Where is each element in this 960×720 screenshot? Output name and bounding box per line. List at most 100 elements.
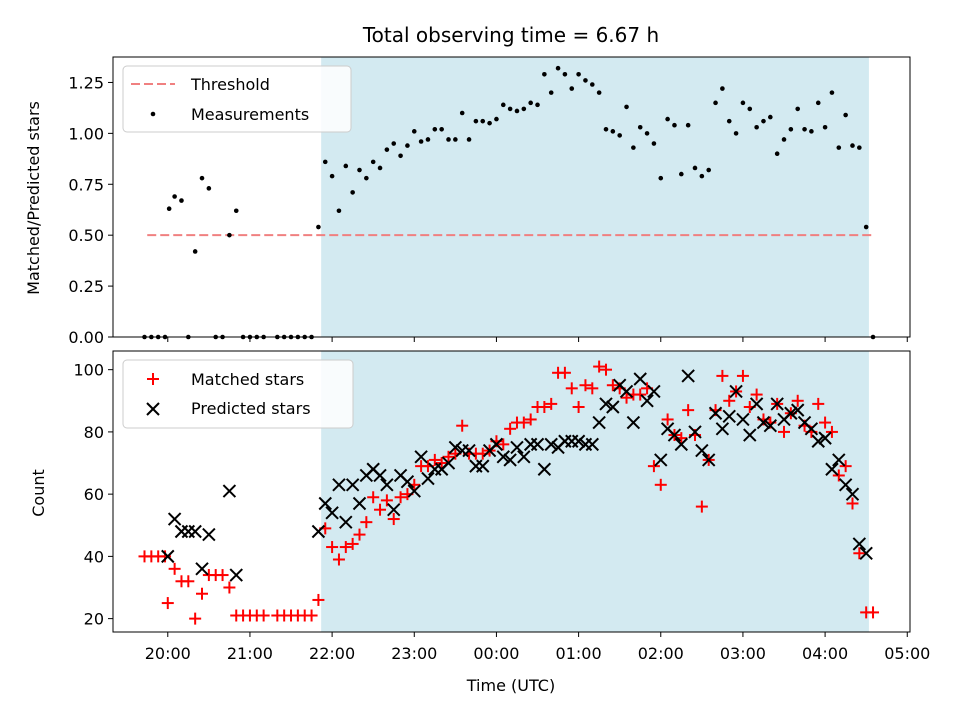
- measurement-point: [199, 175, 205, 181]
- predicted-star-mark-b: [510, 440, 524, 455]
- measurement-point: [206, 186, 212, 191]
- predicted-star-point: [537, 462, 552, 476]
- matched-star-point: [257, 609, 270, 622]
- predicted-star-mark-b: [797, 415, 812, 430]
- matched-star-point: [387, 513, 400, 526]
- matched-star-point: [196, 587, 209, 600]
- x-tick-label: 01:00: [556, 644, 602, 663]
- legend-matched-label: Matched stars: [191, 370, 304, 389]
- predicted-star-point: [859, 546, 873, 560]
- predicted-star-mark-b: [366, 462, 380, 476]
- top-y-tick-label: 0.75: [68, 175, 104, 194]
- bottom-axes-frame: [112, 350, 911, 633]
- matched-star-point: [168, 562, 181, 575]
- predicted-star-mark-b: [496, 450, 510, 464]
- measurement-point: [850, 143, 855, 148]
- matched-star-point: [791, 394, 804, 407]
- measurement-point: [494, 116, 499, 122]
- predicted-star-point: [811, 434, 825, 448]
- predicted-star-point: [599, 397, 613, 411]
- predicted-star-point: [804, 422, 819, 436]
- matched-star-point: [572, 401, 585, 414]
- x-tick-label: 00:00: [473, 644, 519, 663]
- top-panel: Total observing time = 6.67 h 0.000.250.…: [24, 23, 911, 347]
- predicted-star-mark-b: [188, 524, 202, 539]
- measurement-point: [329, 173, 335, 179]
- legend-measurements-label: Measurements: [191, 105, 309, 124]
- matched-star-point: [380, 494, 393, 507]
- predicted-star-mark-b: [585, 437, 600, 452]
- matched-star-point: [812, 397, 825, 410]
- predicted-star-point: [852, 537, 867, 551]
- predicted-star-mark-b: [804, 422, 819, 436]
- predicted-star-mark-b: [462, 443, 476, 458]
- matched-star-point: [442, 450, 455, 463]
- predicted-star-mark-b: [592, 415, 606, 430]
- predicted-star-point: [845, 487, 860, 501]
- x-tick-label: 03:00: [720, 644, 766, 663]
- matched-star-point: [579, 379, 592, 392]
- measurement-point: [836, 145, 842, 150]
- measurement-point: [679, 171, 684, 177]
- x-axis-label: Time (UTC): [466, 676, 555, 695]
- predicted-star-mark-b: [332, 478, 346, 492]
- matched-star-point: [326, 541, 339, 554]
- measurement-point: [726, 118, 732, 124]
- predicted-star-mark-b: [736, 412, 750, 427]
- predicted-star-mark-b: [791, 403, 805, 417]
- predicted-star-mark-b: [626, 415, 641, 430]
- predicted-star-mark-b: [421, 471, 435, 486]
- measurement-point: [829, 90, 835, 95]
- predicted-star-mark-b: [373, 468, 387, 483]
- measurement-point: [227, 232, 232, 238]
- predicted-star-point: [229, 568, 243, 582]
- predicted-star-point: [654, 453, 668, 467]
- measurement-point: [446, 137, 451, 142]
- measurement-point: [665, 116, 670, 122]
- predicted-star-point: [592, 415, 606, 430]
- predicted-star-point: [674, 437, 689, 452]
- predicted-star-mark-b: [195, 562, 209, 576]
- matched-star-point: [750, 388, 763, 401]
- predicted-star-mark-b: [530, 437, 545, 452]
- predicted-star-point: [743, 428, 757, 442]
- predicted-star-point: [510, 440, 524, 455]
- matched-star-point: [634, 388, 647, 401]
- matched-star-point: [312, 593, 325, 606]
- matched-star-point: [832, 469, 845, 482]
- measurement-point: [542, 72, 547, 77]
- measurement-point: [822, 124, 828, 130]
- predicted-star-point: [400, 474, 415, 489]
- predicted-star-mark-b: [633, 372, 647, 386]
- measurement-point: [857, 145, 862, 150]
- predicted-star-point: [770, 397, 784, 411]
- predicted-star-point: [688, 425, 702, 439]
- matched-star-point: [394, 491, 407, 504]
- predicted-star-mark-b: [441, 456, 456, 470]
- predicted-star-mark-b: [544, 437, 558, 452]
- predicted-star-point: [825, 462, 839, 476]
- measurement-point: [706, 167, 711, 173]
- top-y-ticks: 0.00 0.25 0.50 0.75 1.00 1.25: [68, 73, 113, 347]
- matched-star-point: [504, 422, 517, 435]
- predicted-star-mark-b: [599, 397, 613, 411]
- predicted-star-mark-b: [701, 453, 716, 467]
- top-y-tick-label: 0.00: [68, 328, 104, 347]
- predicted-stars-points: [161, 369, 873, 582]
- top-y-tick-label: 1.00: [68, 124, 104, 143]
- measurement-point: [418, 139, 424, 144]
- predicted-star-point: [667, 428, 682, 442]
- x-tick-label: 20:00: [145, 644, 191, 663]
- predicted-star-point: [496, 450, 510, 464]
- predicted-star-mark-b: [161, 549, 175, 564]
- predicted-star-point: [784, 406, 798, 420]
- measurement-point: [453, 137, 458, 142]
- bottom-y-tick-label: 100: [73, 361, 104, 380]
- predicted-star-mark-b: [318, 496, 332, 511]
- predicted-star-mark-b: [503, 453, 517, 467]
- measurement-point: [795, 106, 801, 112]
- bottom-shaded-interval: [321, 351, 869, 632]
- measurement-point: [487, 120, 492, 126]
- predicted-star-mark-b: [325, 506, 339, 520]
